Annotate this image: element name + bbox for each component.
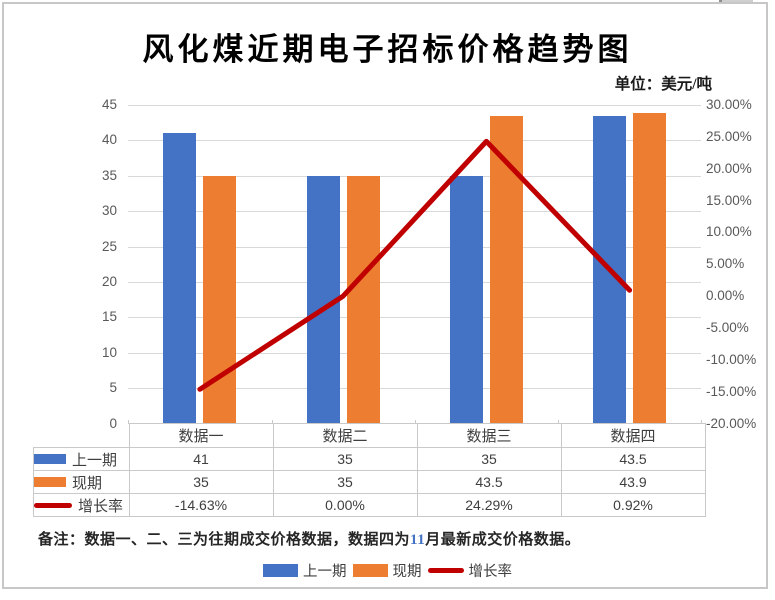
left-axis-tick-label: 30 [101,203,117,219]
left-axis-tick-label: 25 [101,238,117,254]
category-tick-mark [128,419,130,424]
bar-上一期 [449,175,483,424]
value-cell: 35 [416,447,562,471]
legend-item-上一期: 上一期 [263,560,347,581]
legend-label: 上一期 [303,563,347,580]
series-name-label: 上一期 [72,452,118,469]
value-cell: 43.5 [416,470,562,494]
category-tick-mark [558,419,559,424]
bar-上一期 [593,115,627,424]
footnote-prefix: 备注：数据一、二、三为往期成交价格数据，数据四为 [38,532,411,548]
right-axis-tick-label: 10.00% [706,224,752,240]
legend-line-swatch-icon [427,567,464,573]
series-name-label: 现期 [72,475,103,492]
series-label-inner: 增长率 [34,495,128,516]
data-table: 数据一 数据二 数据三 数据四 上一期 41 35 35 43.5 现期 35 35 43.5 43.9… [33,423,706,517]
legend-item-增长率: 增长率 [427,560,513,581]
category-header-cell: 数据四 [560,423,706,448]
bar-现期 [633,112,667,424]
series-label-inner: 上一期 [34,449,128,470]
table-row-上一期: 上一期 41 35 35 43.5 [33,447,706,471]
right-axis-tick-label: 5.00% [706,256,745,272]
right-axis-tick-label: -20.00% [706,415,757,431]
bar-上一期 [306,175,340,424]
legend-bar-swatch-icon [263,563,298,577]
legend-item-现期: 现期 [352,560,422,581]
bar-现期 [203,175,237,424]
right-axis-tick-label: -15.00% [706,383,757,399]
left-axis-tick-label: 5 [109,380,117,396]
category-header-cell: 数据一 [128,423,274,448]
right-axis-tick-label: 20.00% [706,160,752,176]
left-axis-tick-label: 0 [109,415,117,431]
left-axis-tick-label: 15 [101,309,117,325]
category-header-cell: 数据三 [416,423,562,448]
chart-legend: 上一期 现期 增长率 [0,560,775,581]
value-cell: 24.29% [416,493,562,517]
series-name-label: 增长率 [78,498,124,515]
right-axis-tick-label: 30.00% [706,97,752,112]
category-header-row: 数据一 数据二 数据三 数据四 [34,423,706,448]
value-cell: 43.5 [560,447,706,471]
value-cell: 0.00% [272,493,418,517]
footnote-highlight: 11 [410,532,426,548]
category-header-cell: 数据二 [272,423,418,448]
legend-label: 现期 [392,563,422,580]
table-row-现期: 现期 35 35 43.5 43.9 [33,470,706,494]
table-corner-cell [34,424,130,448]
bar-现期 [346,175,380,424]
value-cell: 35 [272,447,418,471]
chart-title: 风化煤近期电子招标价格趋势图 [142,32,633,67]
legend-label: 增长率 [468,563,513,580]
bar-swatch-icon [34,477,66,487]
value-cell: 43.9 [560,470,706,494]
left-axis-tick-label: 35 [101,167,117,183]
gridline [128,105,701,106]
series-label-cell: 增长率 [33,493,130,517]
bar-现期 [489,115,523,424]
series-label-inner: 现期 [34,472,128,493]
line-swatch-icon [34,502,72,508]
left-axis-tick-label: 10 [101,344,117,360]
bar-swatch-icon [34,454,66,464]
right-axis-tick-label: 15.00% [706,192,752,208]
value-cell: 35 [128,470,274,494]
series-label-cell: 上一期 [33,447,130,471]
left-axis-tick-label: 45 [101,97,117,112]
right-axis-tick-label: 25.00% [706,128,752,144]
bar-上一期 [163,133,197,424]
left-axis-tick-label: 40 [101,132,117,148]
value-cell: -14.63% [128,493,274,517]
value-cell: 41 [128,447,274,471]
legend-bar-swatch-icon [352,563,388,577]
right-axis-tick-label: 0.00% [706,288,745,304]
value-cell: 35 [272,470,418,494]
category-tick-mark [701,419,703,424]
right-axis-tick-label: -5.00% [706,319,749,335]
footnote: 备注：数据一、二、三为往期成交价格数据，数据四为11月最新成交价格数据。 [38,528,580,549]
table-row-增长率: 增长率 -14.63% 0.00% 24.29% 0.92% [33,493,706,517]
left-axis-tick-label: 20 [101,273,117,289]
series-label-cell: 现期 [33,470,130,494]
unit-label: 单位：美元/吨 [614,76,712,93]
footnote-suffix: 月最新成交价格数据。 [425,532,581,548]
category-tick-mark [271,419,273,424]
right-axis-tick-label: -10.00% [706,351,757,367]
category-tick-mark [414,419,416,424]
value-cell: 0.92% [560,493,706,517]
